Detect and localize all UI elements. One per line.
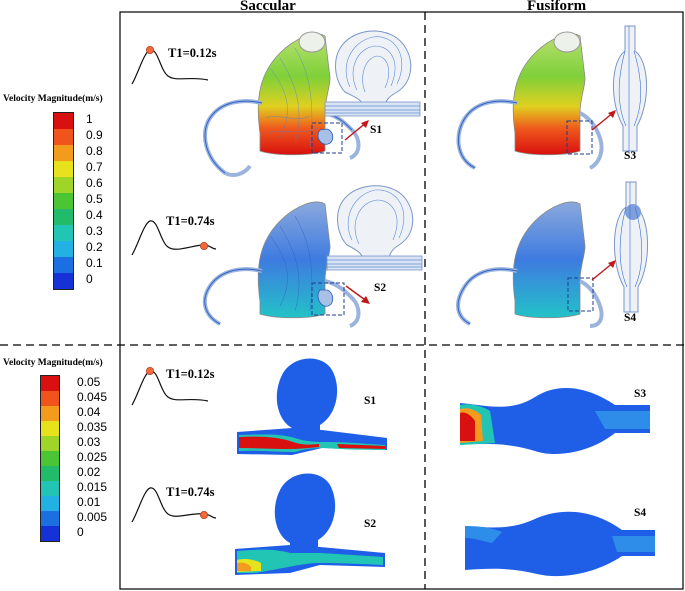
bottom-legend-swatch (41, 496, 59, 511)
top-legend-swatch (54, 241, 73, 257)
bottom-legend-swatch (41, 466, 59, 481)
top-legend-tick-label: 0 (86, 272, 93, 286)
saccular-inset-late (326, 185, 423, 271)
time-label-bottom-early: T1=0.12s (166, 367, 215, 381)
zoom-arrow-icon-s2 (345, 285, 370, 304)
case-label-s3-bottom: S3 (634, 388, 647, 400)
time-label-top-late: T1=0.74s (166, 214, 215, 228)
bottom-colorbar-stops (41, 376, 59, 541)
top-legend-swatch (54, 273, 73, 289)
column-header-saccular: Saccular (240, 0, 296, 14)
bottom-legend-swatch (41, 391, 59, 406)
top-legend-swatch (54, 113, 73, 129)
bottom-legend-tick-label: 0.035 (77, 419, 108, 434)
case-label-s2-top: S2 (374, 282, 387, 294)
time-label-top-early: T1=0.12s (168, 46, 217, 60)
top-legend-title: Velocity Magnitude(m/s) (3, 94, 103, 104)
top-legend-tick-label: 0.9 (86, 128, 103, 142)
zoom-arrow-icon-s3 (591, 110, 616, 131)
time-label-bottom-late: T1=0.74s (166, 485, 215, 499)
bottom-legend-tick-label: 0.025 (77, 449, 108, 464)
bottom-legend-tick-label: 0.005 (77, 509, 108, 524)
top-colorbar-stops (54, 113, 73, 289)
bottom-legend-tick-label: 0.015 (77, 479, 108, 494)
top-legend-tick-label: 0.3 (86, 224, 103, 238)
column-header-fusiform: Fusiform (527, 0, 587, 14)
bottom-legend-swatch (41, 406, 59, 421)
bottom-legend-tick-label: 0.02 (77, 464, 101, 479)
top-legend-swatch (54, 129, 73, 145)
case-label-s3-top: S3 (624, 150, 637, 162)
top-legend-swatch (54, 145, 73, 161)
top-colorbar (53, 112, 74, 290)
fusiform-3d-model-early (456, 31, 604, 170)
bottom-legend-swatch (41, 526, 59, 541)
bottom-legend-tick-label: 0.045 (77, 389, 108, 404)
top-legend-swatch (54, 257, 73, 273)
bottom-legend-swatch (41, 451, 59, 466)
waveform-icon-top-early (131, 46, 209, 85)
bottom-legend-swatch (41, 376, 59, 391)
case-label-s2-bottom: S2 (364, 518, 377, 530)
bottom-legend-tick-label: 0.01 (77, 494, 101, 509)
saccular-contour-early (237, 358, 387, 455)
top-legend-tick-label: 0.1 (86, 256, 103, 270)
top-legend-tick-label: 0.7 (86, 160, 103, 174)
top-legend-tick-label: 0.6 (86, 176, 103, 190)
fusiform-contour-early (460, 388, 650, 454)
bottom-legend-tick-label: 0.05 (77, 374, 101, 389)
bottom-legend-title: Velocity Magnitude(m/s) (3, 358, 103, 368)
bottom-legend-tick-label: 0 (77, 524, 84, 539)
zoom-arrow-icon-s1 (344, 120, 369, 141)
top-legend-tick-label: 1 (86, 112, 93, 126)
top-legend-tick-label: 0.2 (86, 240, 103, 254)
bottom-legend-tick-label: 0.04 (77, 404, 101, 419)
top-legend-swatch (54, 193, 73, 209)
fusiform-3d-model-late (456, 201, 604, 328)
bottom-legend-tick-label: 0.03 (77, 434, 101, 449)
fusiform-inset-late (614, 181, 648, 313)
case-label-s1-top: S1 (370, 124, 383, 136)
saccular-3d-model-early (203, 31, 361, 177)
bottom-legend-swatch (41, 436, 59, 451)
top-legend-swatch (54, 161, 73, 177)
bottom-legend-swatch (41, 421, 59, 436)
waveform-icon-bottom-early (131, 367, 209, 406)
case-label-s1-bottom: S1 (364, 395, 377, 407)
top-legend-tick-label: 0.5 (86, 192, 103, 206)
bottom-colorbar (40, 375, 60, 542)
top-legend-swatch (54, 209, 73, 225)
waveform-icon-bottom-late (131, 487, 217, 523)
top-legend-swatch (54, 225, 73, 241)
fusiform-contour-late (465, 511, 655, 577)
zoom-arrow-icon-s4 (591, 260, 616, 281)
top-legend-tick-label: 0.4 (86, 208, 103, 222)
case-label-s4-bottom: S4 (634, 507, 647, 519)
saccular-inset-early (324, 30, 421, 117)
case-label-s4-top: S4 (624, 312, 637, 324)
bottom-legend-swatch (41, 511, 59, 526)
bottom-legend-swatch (41, 481, 59, 496)
top-legend-tick-label: 0.8 (86, 144, 103, 158)
saccular-contour-late (235, 473, 385, 575)
saccular-3d-model-late (202, 201, 361, 328)
fusiform-inset-early (613, 25, 647, 152)
waveform-icon-top-late (131, 220, 217, 256)
top-legend-swatch (54, 177, 73, 193)
